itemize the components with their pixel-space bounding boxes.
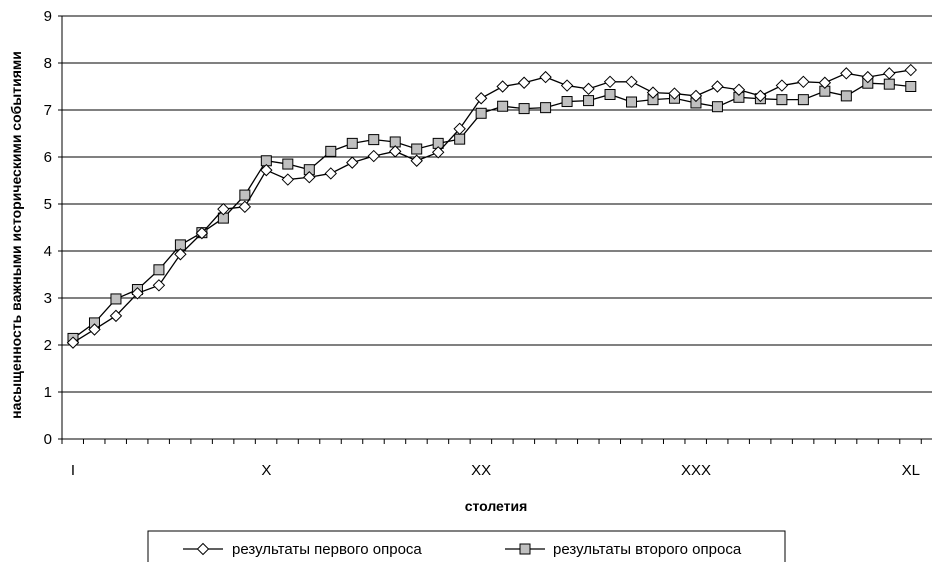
data-point <box>217 202 230 216</box>
data-point <box>818 76 832 89</box>
y-tick-label: 3 <box>44 290 52 307</box>
y-tick-label: 0 <box>44 431 52 448</box>
data-point <box>367 149 380 163</box>
x-tick-label: XL <box>902 462 920 479</box>
data-point <box>152 279 166 292</box>
x-tick-label: XX <box>471 462 491 479</box>
data-point <box>497 100 509 112</box>
data-point <box>496 80 509 93</box>
y-tick-label: 5 <box>44 196 52 213</box>
data-point <box>303 171 316 184</box>
data-point <box>583 95 595 107</box>
data-point <box>560 79 574 92</box>
data-point <box>281 173 295 186</box>
y-tick-label: 9 <box>44 8 52 25</box>
data-point <box>861 70 875 84</box>
data-point <box>346 156 359 169</box>
data-point <box>131 287 144 300</box>
data-point <box>711 80 724 93</box>
y-tick-label: 7 <box>44 102 52 119</box>
data-point <box>474 92 488 105</box>
y-tick-label: 4 <box>44 243 52 260</box>
y-axis-title: насыщенность важными историческими событ… <box>8 51 24 419</box>
data-point <box>883 67 896 80</box>
data-point <box>840 67 853 80</box>
data-point <box>389 145 402 158</box>
data-point <box>905 81 917 92</box>
data-point <box>66 336 80 349</box>
series-2 <box>67 77 917 344</box>
gridlines <box>62 15 932 393</box>
data-point <box>797 94 809 106</box>
data-point <box>238 200 252 214</box>
x-tick-label: I <box>71 462 75 479</box>
data-point <box>626 96 638 108</box>
y-tick-label: 2 <box>44 337 52 354</box>
data-point <box>582 82 595 96</box>
data-point <box>518 103 530 115</box>
x-axis-title: столетия <box>465 498 528 514</box>
data-point <box>883 78 895 90</box>
data-point <box>603 75 617 89</box>
data-point <box>625 75 638 89</box>
data-point <box>88 323 101 336</box>
legend-box <box>147 530 786 567</box>
data-point <box>776 94 788 106</box>
data-point <box>689 89 703 103</box>
legend: результаты первого опроса результаты втор… <box>147 530 786 567</box>
data-point <box>431 146 445 159</box>
data-point <box>517 76 531 89</box>
data-point <box>668 87 681 100</box>
data-series <box>66 63 917 349</box>
data-point <box>324 167 337 180</box>
x-tick-label: XXX <box>681 462 711 479</box>
data-point <box>109 309 123 323</box>
legend-entry: результаты второго опроса <box>505 541 742 558</box>
legend-label: результаты второго опроса <box>553 541 742 558</box>
data-point <box>604 88 616 100</box>
data-point <box>411 143 423 155</box>
data-point <box>711 101 723 113</box>
series-line <box>72 82 911 339</box>
diamond-marker-icon <box>196 542 210 556</box>
y-tick-label: 6 <box>44 149 52 166</box>
data-point <box>346 137 358 149</box>
data-point <box>754 89 767 103</box>
series-line <box>72 69 911 344</box>
data-point <box>153 264 165 276</box>
legend-entry: результаты первого опроса <box>183 541 422 558</box>
data-point <box>325 145 337 157</box>
data-point <box>775 79 789 92</box>
square-marker-icon <box>519 543 531 555</box>
data-point <box>539 70 552 84</box>
data-point <box>410 154 423 167</box>
data-point <box>732 83 746 96</box>
x-tick-label: X <box>261 462 271 479</box>
data-point <box>540 102 552 114</box>
data-point <box>475 107 487 119</box>
data-point <box>840 90 852 102</box>
legend-items: результаты первого опроса результаты втор… <box>183 541 742 558</box>
legend-label: результаты первого опроса <box>232 541 422 558</box>
data-point <box>195 226 209 240</box>
y-tick-label: 1 <box>44 384 52 401</box>
data-point <box>260 163 273 177</box>
data-point <box>454 133 466 145</box>
data-point <box>904 63 917 77</box>
data-point <box>561 96 573 108</box>
data-point <box>797 75 810 89</box>
data-point <box>368 134 380 146</box>
y-tick-label: 8 <box>44 55 52 72</box>
data-point <box>453 122 466 136</box>
data-point <box>110 293 122 305</box>
series-1 <box>66 63 917 349</box>
data-point <box>646 86 660 99</box>
data-point <box>239 189 251 201</box>
data-point <box>282 158 294 170</box>
data-point <box>174 248 187 261</box>
